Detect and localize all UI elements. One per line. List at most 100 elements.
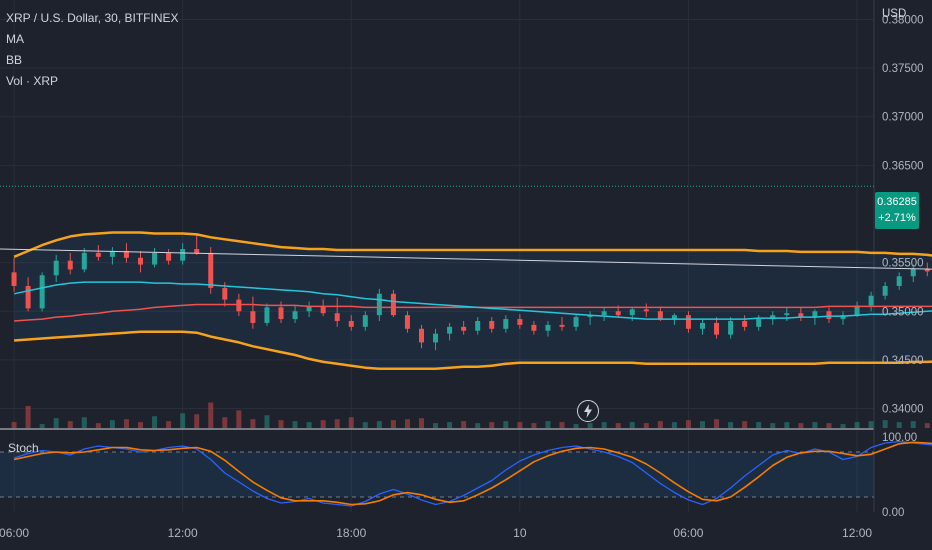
time-tick-label: 06:00 — [673, 526, 703, 540]
stoch-pane — [0, 440, 932, 507]
candle-body — [854, 305, 860, 316]
bollinger-lower-line — [14, 330, 932, 370]
candle-body — [826, 311, 832, 320]
candle-body — [601, 311, 607, 316]
price-tick-label: 0.35000 — [882, 306, 924, 318]
time-tick-label: 18:00 — [336, 526, 366, 540]
candle-body — [306, 306, 312, 312]
volume-bar — [250, 419, 256, 428]
candle-body — [671, 315, 677, 320]
volume-bar — [348, 417, 354, 428]
candle-body — [742, 321, 748, 327]
chart-legend: XRP / U.S. Dollar, 30, BITFINEX MA BB Vo… — [6, 8, 179, 92]
stoch-tick-label: 0.00 — [882, 507, 904, 519]
candle-body — [882, 285, 888, 296]
volume-bar — [798, 423, 804, 428]
volume-bar — [306, 422, 312, 428]
price-tick-label: 0.38000 — [882, 14, 924, 26]
volume-bar — [728, 422, 734, 428]
candle-body — [461, 326, 467, 331]
lightning-icon[interactable] — [577, 400, 599, 422]
legend-ma[interactable]: MA — [6, 32, 24, 46]
candle-body — [517, 319, 523, 325]
candle-body — [910, 268, 916, 277]
volume-bar — [180, 413, 186, 428]
volume-bar — [756, 422, 762, 428]
price-tick-label: 0.37500 — [882, 63, 924, 75]
volume-bar — [868, 421, 874, 428]
time-tick-label: 12:00 — [842, 526, 872, 540]
candle-body — [180, 249, 186, 261]
bollinger-basis-line — [13, 281, 932, 320]
candle-body — [404, 315, 410, 329]
price-tick-label: 0.35500 — [882, 258, 924, 270]
candle-body — [868, 295, 874, 306]
bollinger-bands — [14, 232, 932, 369]
candle-body — [362, 315, 368, 327]
ma-line — [14, 303, 932, 322]
candle-body — [643, 309, 649, 312]
candle-body — [615, 311, 621, 316]
volume-bar — [784, 422, 790, 428]
time-tick-label: 06:00 — [0, 526, 29, 540]
candle-body — [573, 317, 579, 327]
volume-bar — [292, 421, 298, 428]
candle-body — [489, 321, 495, 329]
candle-body — [11, 272, 17, 286]
candle-body — [123, 250, 129, 258]
candle-body — [545, 324, 551, 331]
volume-bar — [447, 422, 453, 428]
time-tick-label: 12:00 — [168, 526, 198, 540]
volume-bar — [503, 421, 509, 428]
volume-bar — [671, 422, 677, 428]
candle-body — [784, 313, 790, 316]
volume-bar — [559, 422, 565, 428]
candle-body — [138, 257, 143, 265]
volume-bar — [433, 423, 439, 428]
candle-body — [53, 260, 59, 276]
volume-bars — [11, 402, 930, 428]
bollinger-upper-line — [13, 231, 932, 258]
symbol-title[interactable]: XRP / U.S. Dollar, 30, BITFINEX — [6, 11, 179, 25]
candle-body — [334, 313, 340, 321]
volume-bar — [601, 422, 607, 428]
volume-bar — [812, 422, 818, 428]
volume-bar — [25, 405, 31, 428]
candle-body — [390, 293, 396, 316]
candle-body — [840, 315, 846, 320]
price-tick-label: 0.34000 — [882, 404, 924, 416]
candle-body — [348, 321, 354, 327]
volume-bar — [685, 420, 691, 428]
volume-bar — [166, 421, 172, 428]
volume-bar — [236, 410, 242, 428]
candle-body — [39, 275, 45, 309]
volume-bar — [138, 422, 143, 428]
volume-bar — [643, 423, 649, 428]
stoch-legend[interactable]: Stoch — [8, 441, 39, 455]
volume-bar — [517, 422, 523, 428]
volume-bar — [461, 421, 467, 428]
candle-body — [629, 309, 635, 316]
bollinger-fill — [14, 232, 932, 369]
time-tick-label: 10 — [513, 526, 527, 540]
current-price-label: 0.36285 — [877, 196, 917, 208]
axes: 0.38000 0.37500 0.37000 0.36500 0.35500 0.350… — [0, 14, 924, 540]
candle-body — [222, 287, 228, 300]
volume-bar — [208, 402, 214, 428]
candle-body — [194, 249, 200, 253]
currency-label[interactable]: USD — [882, 8, 907, 20]
legend-volume[interactable]: Vol · XRP — [6, 74, 59, 88]
volume-bar — [81, 417, 87, 428]
volume-bar — [39, 424, 45, 428]
candle-body — [81, 252, 87, 270]
volume-bar — [545, 421, 551, 428]
candle-body — [559, 324, 565, 327]
legend-bb[interactable]: BB — [6, 53, 23, 67]
volume-bar — [278, 420, 284, 428]
indicator-lines — [0, 185, 932, 370]
volume-bar — [152, 416, 158, 428]
volume-bar — [109, 420, 115, 428]
volume-bar — [924, 423, 930, 428]
